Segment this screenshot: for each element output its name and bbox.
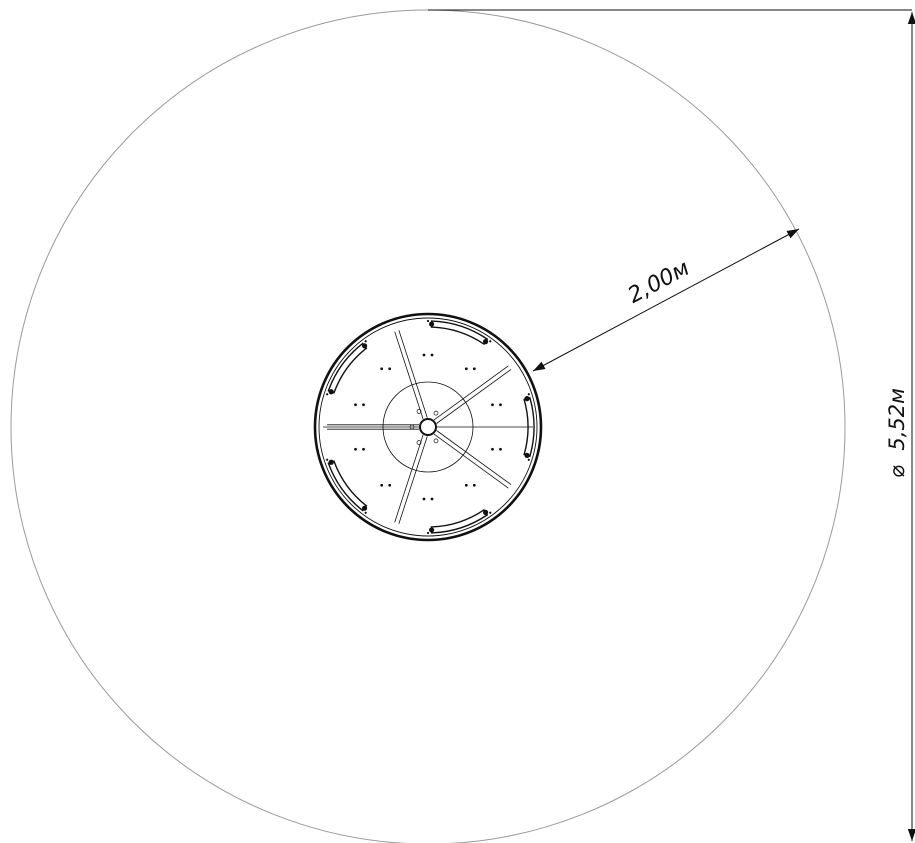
rim-dot [364,340,367,343]
carousel-spoke-1-edge [394,331,424,420]
platform-dot [380,367,384,371]
carousel-seat-3 [523,396,535,458]
hub-bolt [433,438,439,444]
clearance-label: 2,00м [624,256,694,309]
seat-bolt [328,389,334,395]
rim-dot [326,393,329,396]
platform-dot [354,447,357,451]
rim-dot [527,393,530,396]
seat-bolt [361,505,368,511]
seat-bolt [361,343,368,349]
platform-dot [491,447,494,451]
seat-bolt [482,509,489,515]
diameter-symbol: ⌀ [885,465,909,478]
hub-bolt [416,409,422,414]
platform-dot [422,497,426,501]
platform-dot [388,367,392,371]
rim-dot [326,458,329,461]
rim-dot [364,511,367,514]
carousel-seat-2 [430,320,489,346]
carousel-spoke-1 [398,330,428,418]
platform-dot [362,403,365,407]
seat-bolt [428,321,435,327]
platform-dot [491,403,494,407]
platform-dot [430,353,434,357]
platform-dot [422,353,426,357]
platform-dot [354,403,357,407]
platform-dot [499,403,502,407]
platform-dot [464,367,468,371]
platform-dot [472,483,476,487]
carousel-spoke-3-edge [436,430,512,485]
carousel-outer-rim [313,312,543,542]
platform-dot [430,497,434,501]
carousel-inner-rim [318,317,538,537]
carousel-spoke-3 [433,433,509,489]
rim-dot [426,531,430,535]
seat-bolt [524,452,530,458]
carousel-spoke-4 [394,434,424,523]
carousel-seat-4 [430,508,489,534]
platform-dot [388,483,392,487]
seat-bolt [428,527,435,533]
carousel-spoke-2-edge [433,365,509,421]
hub-bolt [409,424,415,430]
carousel-seat-1 [327,342,368,394]
carousel-spoke-2 [436,369,512,424]
carousel-center-axis [419,418,437,436]
rim-dot [426,319,430,323]
diameter-label: ⌀ 5,52м [885,388,909,478]
platform-dot [499,447,502,451]
carousel-seat-5 [327,460,368,512]
platform-dot [464,483,468,487]
seat-bolt [482,339,489,345]
platform-dot [472,367,476,371]
rim-dot [489,340,492,343]
carousel [313,312,543,542]
rim-dot [527,458,530,461]
platform-dot [380,483,384,487]
seat-bolt [524,396,530,402]
platform-dot [362,447,365,451]
hub-bolt [416,440,422,445]
clearance-dimension-line [532,228,800,372]
diameter-value: 5,52м [885,388,909,451]
carousel-spoke-4-edge [398,436,428,524]
rim-dot [489,511,492,514]
hub-bolt [433,410,439,416]
seat-bolt [328,459,334,465]
